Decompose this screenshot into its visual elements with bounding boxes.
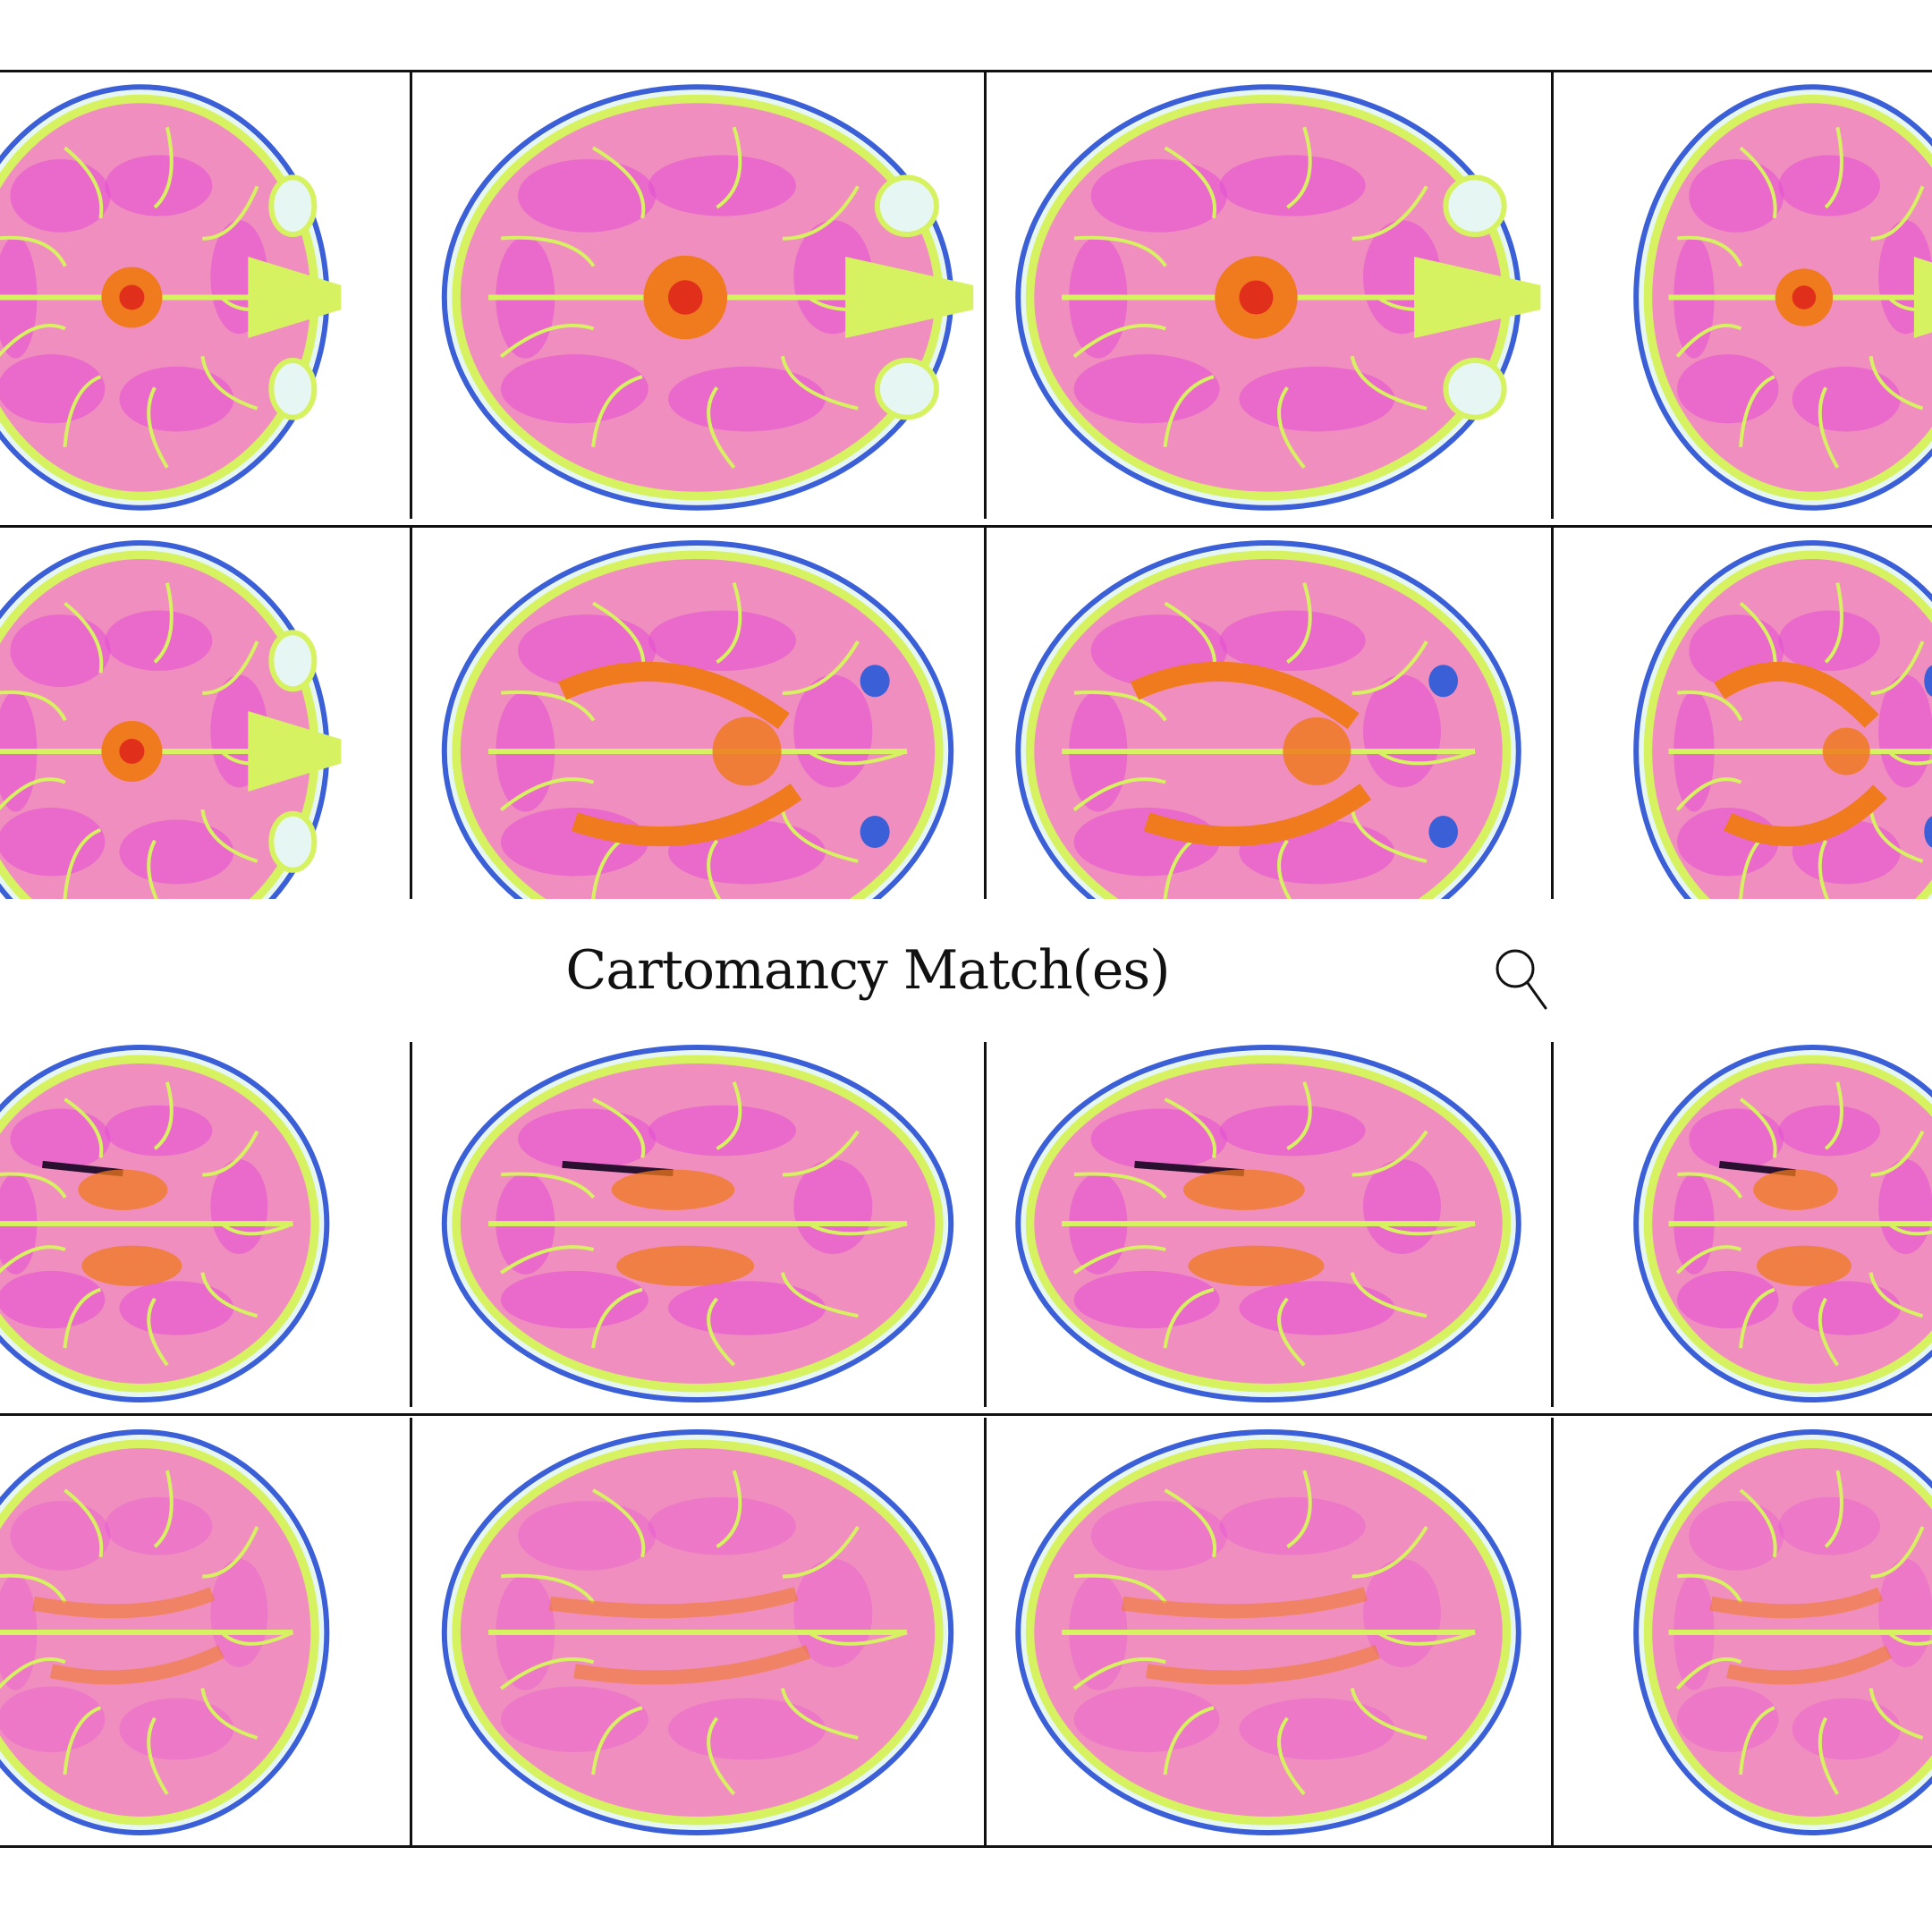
brain-scan-image: [0, 540, 342, 962]
title-band: [0, 899, 1932, 1042]
grid-divider: [1551, 72, 1554, 519]
grid-divider: [1551, 1418, 1554, 1845]
scan-tile[interactable]: [411, 1036, 984, 1411]
scan-tile[interactable]: [986, 1036, 1551, 1411]
grid-divider: [410, 528, 412, 899]
brain-scan-image: [1015, 1429, 1521, 1835]
scan-tile[interactable]: [0, 72, 407, 523]
page-title: Cartomancy Match(es): [565, 939, 1170, 1002]
brain-scan-image: [441, 540, 954, 962]
grid-divider: [410, 72, 412, 519]
brain-scan-image: [1015, 540, 1521, 962]
brain-scan-image: [0, 84, 342, 511]
grid-divider: [410, 1036, 412, 1407]
scan-tile[interactable]: [0, 528, 407, 975]
grid-divider: [1551, 1036, 1554, 1407]
grid-divider: [0, 525, 1932, 528]
scan-tile[interactable]: [0, 1036, 407, 1411]
brain-scan-image: [441, 84, 974, 511]
brain-scan-image: [0, 1045, 330, 1402]
brain-scan-image: [0, 1429, 330, 1835]
scan-tile[interactable]: [986, 1418, 1551, 1847]
scan-tile[interactable]: [411, 1418, 984, 1847]
grid-divider: [1551, 528, 1554, 899]
grid-divider: [410, 1418, 412, 1845]
brain-scan-image: [441, 1429, 954, 1835]
grid-divider: [0, 70, 1932, 72]
brain-scan-image: [1633, 1045, 1932, 1402]
grid-divider: [0, 1413, 1932, 1416]
scan-tile[interactable]: [986, 528, 1551, 975]
brain-scan-image: [1015, 84, 1541, 511]
scan-tile[interactable]: [986, 72, 1551, 523]
scan-tile[interactable]: [411, 72, 984, 523]
grid-divider: [984, 1036, 987, 1407]
grid-divider: [984, 528, 987, 899]
scan-tile[interactable]: [1553, 1036, 1932, 1411]
scan-tile[interactable]: [1553, 1418, 1932, 1847]
search-icon[interactable]: [1492, 944, 1555, 1015]
scan-tile[interactable]: [0, 1418, 407, 1847]
search-button[interactable]: [1492, 944, 1555, 1015]
scan-tile[interactable]: [411, 528, 984, 975]
scan-tile[interactable]: [1553, 72, 1932, 523]
brain-scan-image: [1633, 84, 1932, 511]
grid-divider: [984, 72, 987, 519]
brain-scan-image: [1633, 1429, 1932, 1835]
brain-scan-image: [1015, 1045, 1521, 1402]
grid-divider: [0, 1845, 1932, 1848]
brain-scan-image: [441, 1045, 954, 1402]
scan-tile[interactable]: [1553, 528, 1932, 975]
grid-divider: [984, 1418, 987, 1845]
brain-scan-image: [1633, 540, 1932, 962]
